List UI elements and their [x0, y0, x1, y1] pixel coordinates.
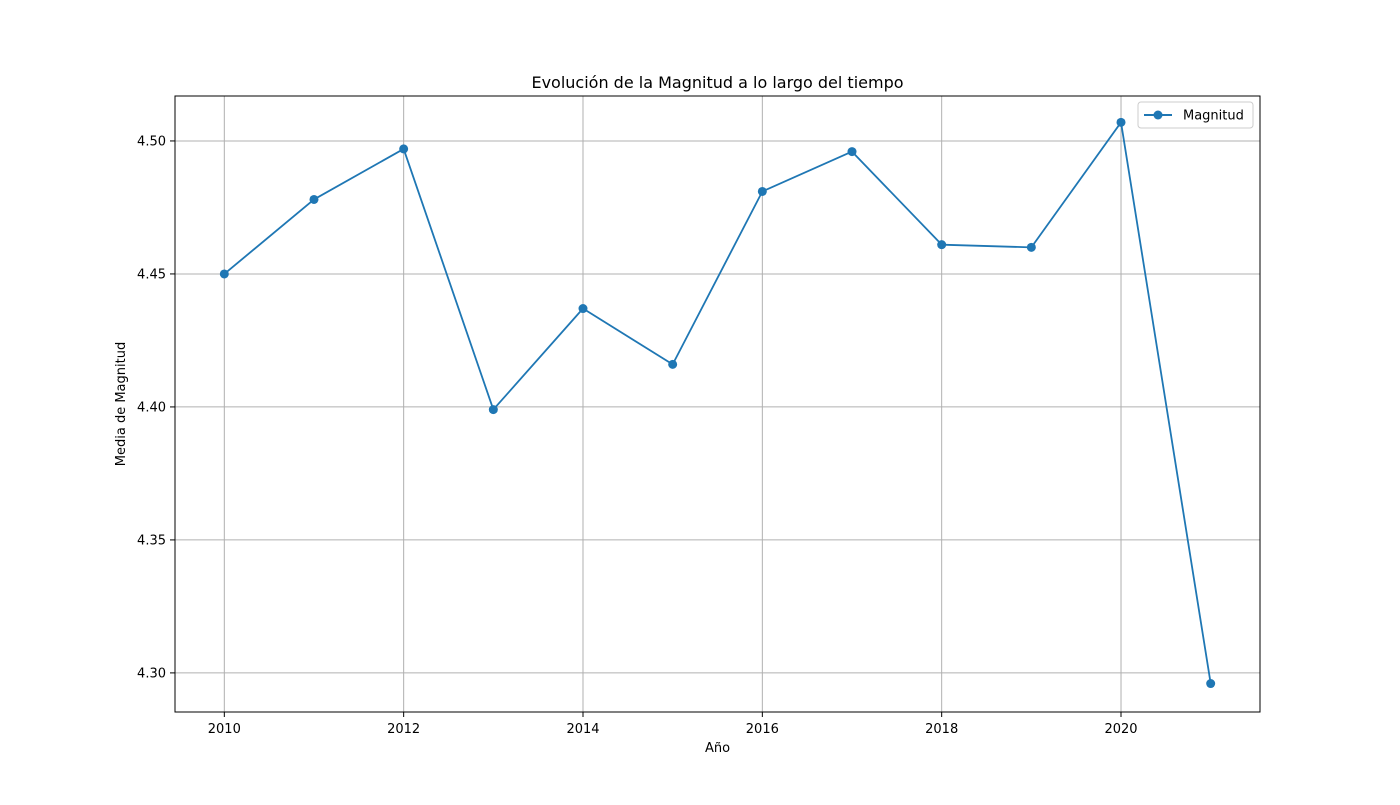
- chart-title: Evolución de la Magnitud a lo largo del …: [531, 73, 903, 92]
- data-point: [488, 405, 498, 415]
- data-point: [578, 304, 588, 314]
- ticks-layer: 2010 2012 2014 2016 2018 2020 4.30 4.35 4.40 4.45…: [137, 134, 1138, 737]
- data-point: [219, 269, 229, 279]
- x-tick-label: 2018: [925, 722, 958, 737]
- y-axis-label: Media de Magnitud: [114, 342, 129, 466]
- legend-box: [1137, 101, 1254, 129]
- legend-label: Magnitud: [1183, 109, 1244, 124]
- x-tick-label: 2012: [387, 722, 420, 737]
- data-point: [1116, 117, 1126, 127]
- x-tick-label: 2010: [208, 722, 241, 737]
- data-point: [399, 144, 409, 154]
- x-tick-label: 2020: [1104, 722, 1137, 737]
- series-layer: [219, 117, 1216, 689]
- legend: Magnitud: [1137, 101, 1254, 129]
- y-tick-label: 4.45: [137, 267, 166, 282]
- x-tick-label: 2016: [746, 722, 779, 737]
- data-point: [309, 194, 319, 204]
- data-point: [847, 147, 857, 157]
- y-tick-label: 4.50: [137, 134, 166, 149]
- data-point: [757, 186, 767, 196]
- series-line: [223, 121, 1212, 684]
- y-tick-label: 4.40: [137, 400, 166, 415]
- data-point: [1026, 242, 1036, 252]
- x-axis-label: Año: [705, 741, 730, 756]
- grid-layer: [175, 96, 1260, 712]
- data-point: [668, 359, 678, 369]
- y-tick-label: 4.30: [137, 666, 166, 681]
- x-tick-label: 2014: [566, 722, 599, 737]
- data-point: [937, 240, 947, 250]
- data-point: [1206, 679, 1216, 689]
- legend-marker-swatch: [1153, 110, 1163, 120]
- plot-frame: [174, 95, 1261, 713]
- y-tick-label: 4.35: [137, 533, 166, 548]
